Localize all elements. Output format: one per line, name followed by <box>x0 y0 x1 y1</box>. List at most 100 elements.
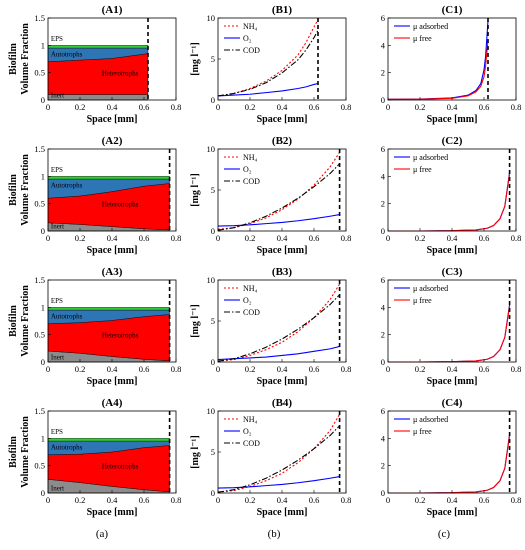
x-tick-label: 0 <box>46 495 50 505</box>
y-tick-label: 0 <box>211 95 215 105</box>
y-tick-label: 4 <box>381 40 386 50</box>
x-tick-label: 0.8 <box>511 233 522 243</box>
panel-c4: (C4) μ adsorbed μ free 0 0.2 0.4 0.6 0.8 0 2 4 6 Spa… <box>381 397 522 518</box>
y-tick-label: 0 <box>41 357 45 367</box>
y-tick-label: 6 <box>381 13 385 23</box>
y-tick-label: 0 <box>381 488 385 498</box>
layer-label-eps: EPS <box>51 297 63 305</box>
x-tick-label: 0.6 <box>139 495 150 505</box>
layer-label-eps: EPS <box>51 428 63 436</box>
x-axis-label: Space [mm] <box>87 114 138 125</box>
x-tick-label: 0 <box>386 495 390 505</box>
y-tick-label: 1.5 <box>34 406 45 416</box>
x-tick-label: 0.4 <box>277 233 288 243</box>
panel-c1: (C1) μ adsorbed μ free 0 0.2 0.4 0.6 0.8 0 2 4 6 Spa… <box>381 4 522 125</box>
legend-entry: O₂ <box>243 296 252 305</box>
x-tick-label: 0.8 <box>341 495 352 505</box>
area-eps <box>47 438 170 442</box>
y-tick-label: 2 <box>381 68 385 78</box>
panel-title: (C4) <box>442 397 463 409</box>
x-tick-label: 0.2 <box>75 495 86 505</box>
series-line-2 <box>387 39 489 100</box>
layer-label-inert: Inert <box>51 91 64 99</box>
y-tick-label: 0.5 <box>34 330 45 340</box>
legend-entry: μ free <box>413 296 432 305</box>
y-tick-label: 5 <box>211 185 215 195</box>
x-tick-label: 0.2 <box>245 364 256 374</box>
panel-a4: (A4) Inert Heterotrophs Autotrophs EPS 0 0.2 0.… <box>8 397 181 518</box>
panel-title: (A3) <box>102 266 123 278</box>
axes-frame <box>217 17 347 101</box>
x-tick-label: 0.4 <box>447 495 458 505</box>
area-eps <box>47 176 170 180</box>
series-line-2 <box>388 435 511 494</box>
x-tick-label: 0.2 <box>75 364 86 374</box>
legend-entry: COD <box>243 439 260 448</box>
x-axis-label: Space [mm] <box>427 245 478 256</box>
panel-a2: (A2) Inert Heterotrophs Autotrophs EPS 0 0.2 0.… <box>8 135 181 256</box>
x-tick-label: 0.6 <box>479 233 490 243</box>
legend-entry: NH₄ <box>243 415 258 424</box>
layer-label-heterotrophs: Heterotrophs <box>102 462 139 470</box>
x-tick-label: 0 <box>386 102 390 112</box>
y-tick-label: 1 <box>41 171 45 181</box>
x-tick-label: 0.8 <box>171 495 182 505</box>
panel-title: (C3) <box>442 266 463 278</box>
x-tick-label: 0 <box>386 364 390 374</box>
series-line-1 <box>388 434 511 494</box>
y-tick-label: 1 <box>41 40 45 50</box>
x-tick-label: 0.6 <box>309 495 320 505</box>
column-label-a: (a) <box>96 528 109 540</box>
layer-label-heterotrophs: Heterotrophs <box>102 331 139 339</box>
y-tick-label: 10 <box>207 144 216 154</box>
x-tick-label: 0 <box>216 495 220 505</box>
y-tick-label: 4 <box>381 302 386 312</box>
y-axis-label: Biofilm <box>8 174 19 206</box>
layer-label-autotrophs: Autotrophs <box>51 50 83 58</box>
y-tick-label: 6 <box>381 406 385 416</box>
panel-b4: (B4) NH₄ O₂ COD 0 0.2 0.4 0.6 0.8 0 5 10 Space [mm] [… <box>190 397 351 518</box>
y-axis-label: Volume Fraction <box>20 154 31 226</box>
x-tick-label: 0 <box>46 233 50 243</box>
panel-title: (B1) <box>272 4 293 16</box>
panel-title: (B4) <box>272 397 293 409</box>
y-tick-label: 0 <box>381 226 385 236</box>
axes-frame <box>217 148 347 232</box>
x-axis-label: Space [mm] <box>257 114 308 125</box>
x-tick-label: 0.6 <box>309 102 320 112</box>
x-tick-label: 0.8 <box>511 364 522 374</box>
legend-entry: μ free <box>413 427 432 436</box>
column-label-b: (b) <box>268 528 281 540</box>
x-axis-label: Space [mm] <box>87 376 138 387</box>
x-tick-label: 0 <box>46 102 50 112</box>
series-line-1 <box>217 283 341 362</box>
x-tick-label: 0.4 <box>447 364 458 374</box>
y-tick-label: 2 <box>381 199 385 209</box>
series-line-2 <box>217 345 340 361</box>
layer-label-autotrophs: Autotrophs <box>51 443 83 451</box>
x-tick-label: 0 <box>216 233 220 243</box>
y-axis-label: Volume Fraction <box>20 285 31 357</box>
series-line-2 <box>217 476 340 489</box>
panel-title: (B3) <box>272 266 293 278</box>
panel-a3: (A3) Inert Heterotrophs Autotrophs EPS 0 0.2 0.… <box>8 266 181 387</box>
y-tick-label: 5 <box>211 447 215 457</box>
y-tick-label: 0.5 <box>34 68 45 78</box>
x-tick-label: 0.8 <box>341 102 352 112</box>
panel-title: (C2) <box>442 135 463 147</box>
series-line-1 <box>388 304 511 363</box>
panel-c2: (C2) μ adsorbed μ free 0 0.2 0.4 0.6 0.8 0 2 4 6 Spa… <box>381 135 522 256</box>
legend-entry: NH₄ <box>243 153 258 162</box>
x-tick-label: 0.4 <box>447 233 458 243</box>
y-tick-label: 0 <box>41 95 45 105</box>
panel-group: (A1) Inert Heterotrophs Autotrophs EPS 0 0.2 0.… <box>8 4 521 518</box>
x-tick-label: 0.8 <box>171 364 182 374</box>
x-tick-label: 0.2 <box>415 364 426 374</box>
y-axis-label: Volume Fraction <box>20 416 31 488</box>
x-tick-label: 0 <box>216 364 220 374</box>
x-axis-label: Space [mm] <box>257 376 308 387</box>
y-tick-label: 1 <box>41 302 45 312</box>
y-tick-label: 1.5 <box>34 144 45 154</box>
layer-label-inert: Inert <box>51 222 64 230</box>
